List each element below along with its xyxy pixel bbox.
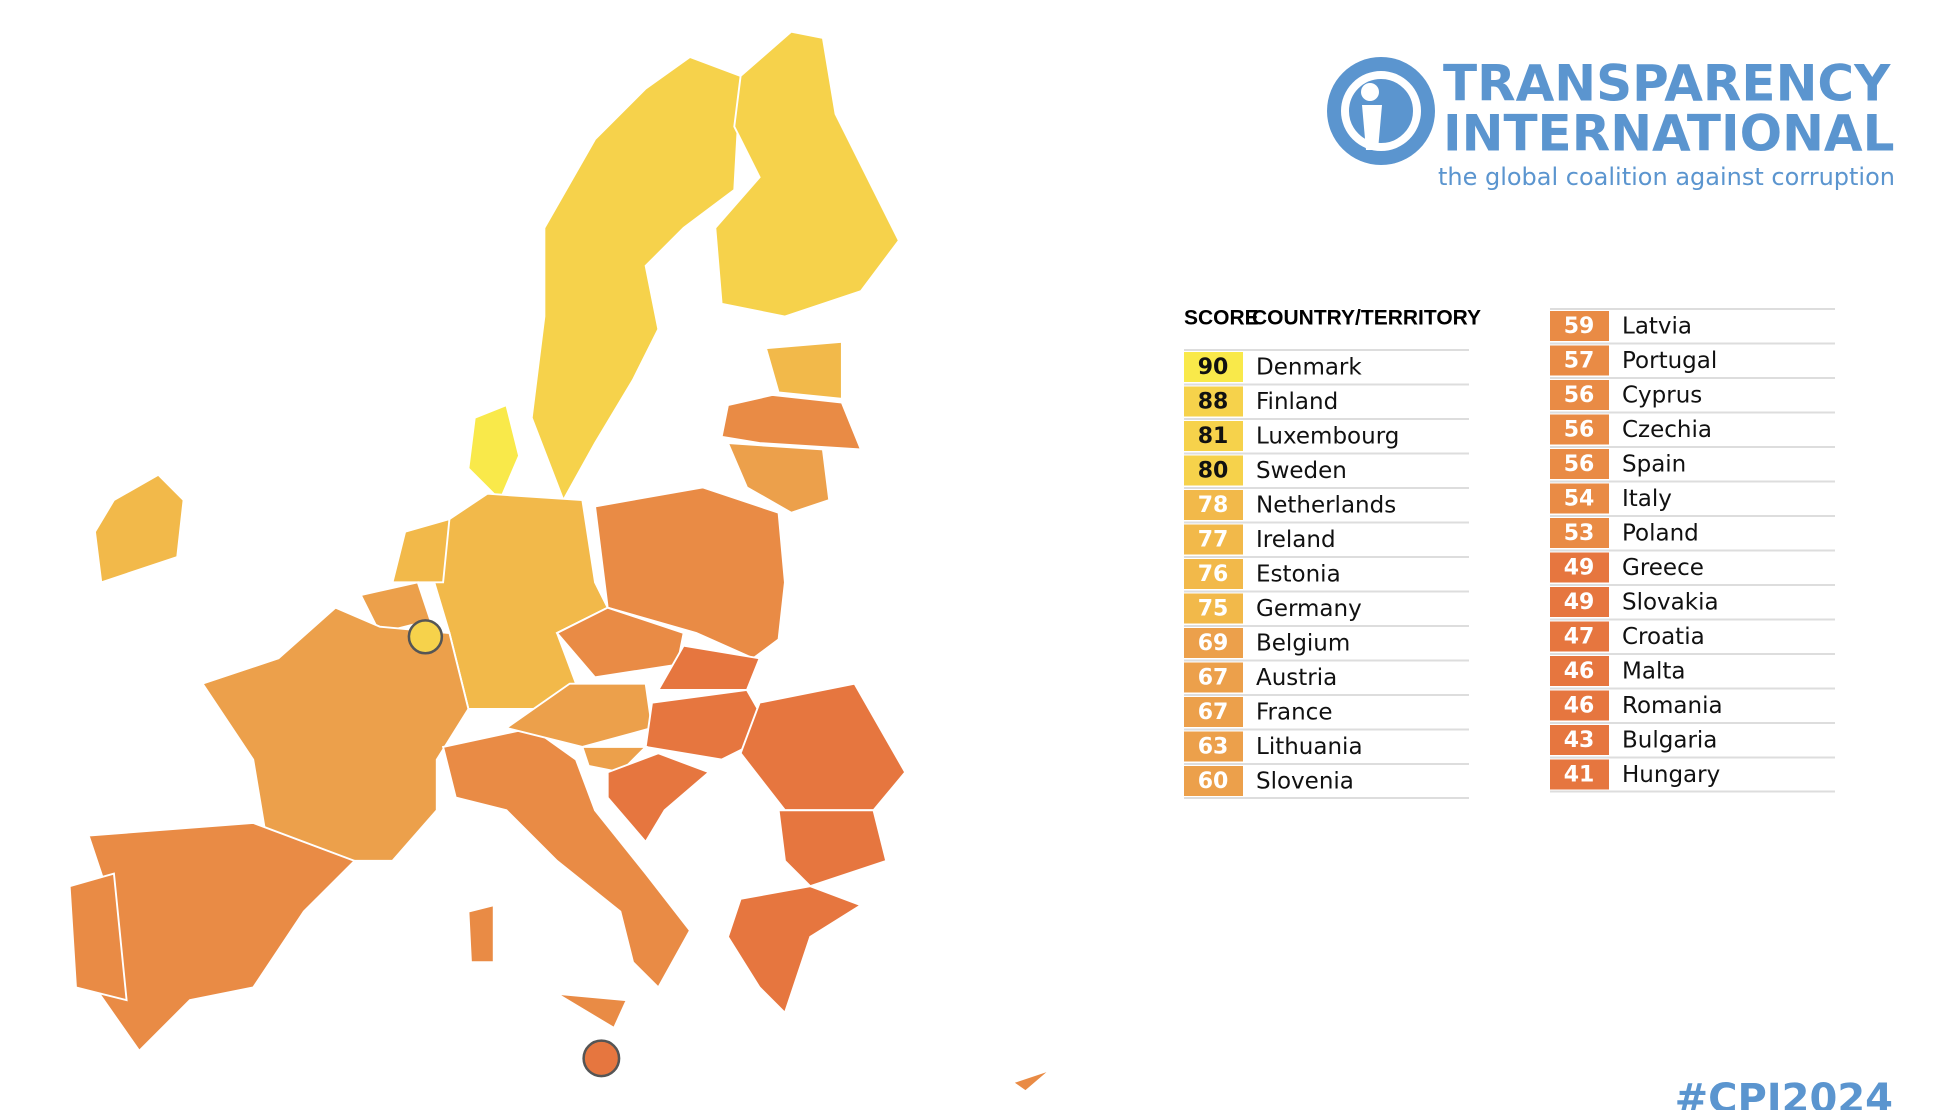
score: 46: [1564, 694, 1595, 719]
score-swatch: [1184, 490, 1243, 520]
country: France: [1256, 700, 1332, 726]
logo: TRANSPARENCY INTERNATIONAL the global co…: [1327, 55, 1895, 191]
logo-line1: TRANSPARENCY: [1443, 55, 1891, 113]
country: Slovenia: [1256, 769, 1354, 795]
country: Czechia: [1622, 417, 1712, 443]
score-table: 90 Denmark 88 Finland 81 Luxembourg 80 Sweden 78…: [1184, 308, 1835, 799]
score-swatch: [1184, 662, 1243, 693]
score: 56: [1564, 452, 1595, 477]
score: 46: [1564, 659, 1595, 684]
hashtag: #CPI2024: [1675, 1076, 1893, 1110]
score-swatch: [1184, 352, 1243, 382]
country: Cyprus: [1622, 383, 1702, 409]
score-swatch: [1184, 731, 1243, 762]
logo-tagline: the global coalition against corruption: [1438, 163, 1895, 191]
score-swatch: [1550, 690, 1609, 721]
score: 56: [1564, 383, 1595, 408]
score-swatch: [1550, 518, 1609, 548]
score: 67: [1198, 700, 1229, 725]
header-score: SCORE: [1184, 307, 1259, 330]
europe-map: [68, 30, 1052, 1093]
score-swatch: [1184, 421, 1243, 451]
score-swatch: [1550, 483, 1609, 514]
score-swatch: [1184, 628, 1243, 658]
score-swatch: [1184, 697, 1243, 727]
score-swatch: [1184, 386, 1243, 417]
country: Malta: [1622, 659, 1685, 685]
country: Ireland: [1256, 527, 1336, 553]
country: Romania: [1622, 693, 1723, 719]
score: 60: [1198, 769, 1229, 794]
score: 69: [1198, 631, 1229, 656]
score-swatch: [1550, 656, 1609, 686]
score: 81: [1198, 424, 1229, 449]
country: Belgium: [1256, 631, 1350, 657]
score: 78: [1198, 493, 1229, 518]
score-swatch: [1550, 380, 1609, 410]
score: 53: [1564, 521, 1595, 546]
score-swatch: [1550, 311, 1609, 341]
country: Poland: [1622, 521, 1699, 547]
score: 49: [1564, 556, 1595, 581]
country: Austria: [1256, 665, 1337, 691]
score: 63: [1198, 735, 1229, 760]
score-swatch: [1184, 455, 1243, 486]
score: 54: [1564, 487, 1595, 512]
country: Bulgaria: [1622, 728, 1717, 754]
country: Portugal: [1622, 348, 1717, 374]
header-country: COUNTRY/TERRITORY: [1252, 307, 1481, 330]
score: 88: [1198, 390, 1229, 415]
country: Italy: [1622, 486, 1672, 512]
score-swatch: [1550, 552, 1609, 583]
country: Hungary: [1622, 762, 1720, 788]
score: 67: [1198, 666, 1229, 691]
country: Slovakia: [1622, 590, 1719, 616]
score-swatch: [1184, 524, 1243, 555]
score-swatch: [1550, 621, 1609, 652]
country: Finland: [1256, 389, 1338, 415]
score: 57: [1564, 349, 1595, 374]
score-swatch: [1550, 725, 1609, 755]
country: Spain: [1622, 452, 1686, 478]
score: 77: [1198, 528, 1229, 553]
score: 43: [1564, 728, 1595, 753]
score-swatch: [1550, 759, 1609, 790]
country: Luxembourg: [1256, 424, 1399, 450]
score: 41: [1564, 763, 1595, 788]
score: 80: [1198, 459, 1229, 484]
country: Germany: [1256, 596, 1362, 622]
country: Greece: [1622, 555, 1704, 581]
logo-line2: INTERNATIONAL: [1443, 105, 1895, 163]
country: Netherlands: [1256, 493, 1396, 519]
country: Sweden: [1256, 458, 1347, 484]
score-swatch: [1550, 414, 1609, 445]
score-swatch: [1184, 766, 1243, 796]
score-swatch: [1550, 587, 1609, 617]
country: Croatia: [1622, 624, 1705, 650]
score: 90: [1198, 355, 1229, 380]
score-swatch: [1550, 345, 1609, 376]
score-swatch: [1550, 449, 1609, 479]
score: 59: [1564, 314, 1595, 339]
country: Denmark: [1256, 355, 1362, 381]
country: Latvia: [1622, 314, 1692, 340]
score: 49: [1564, 590, 1595, 615]
score: 56: [1564, 418, 1595, 443]
country: Estonia: [1256, 562, 1341, 588]
country: Lithuania: [1256, 734, 1363, 760]
score: 47: [1564, 625, 1595, 650]
score: 76: [1198, 562, 1229, 587]
score-swatch: [1184, 559, 1243, 589]
score-swatch: [1184, 593, 1243, 624]
score: 75: [1198, 597, 1229, 622]
